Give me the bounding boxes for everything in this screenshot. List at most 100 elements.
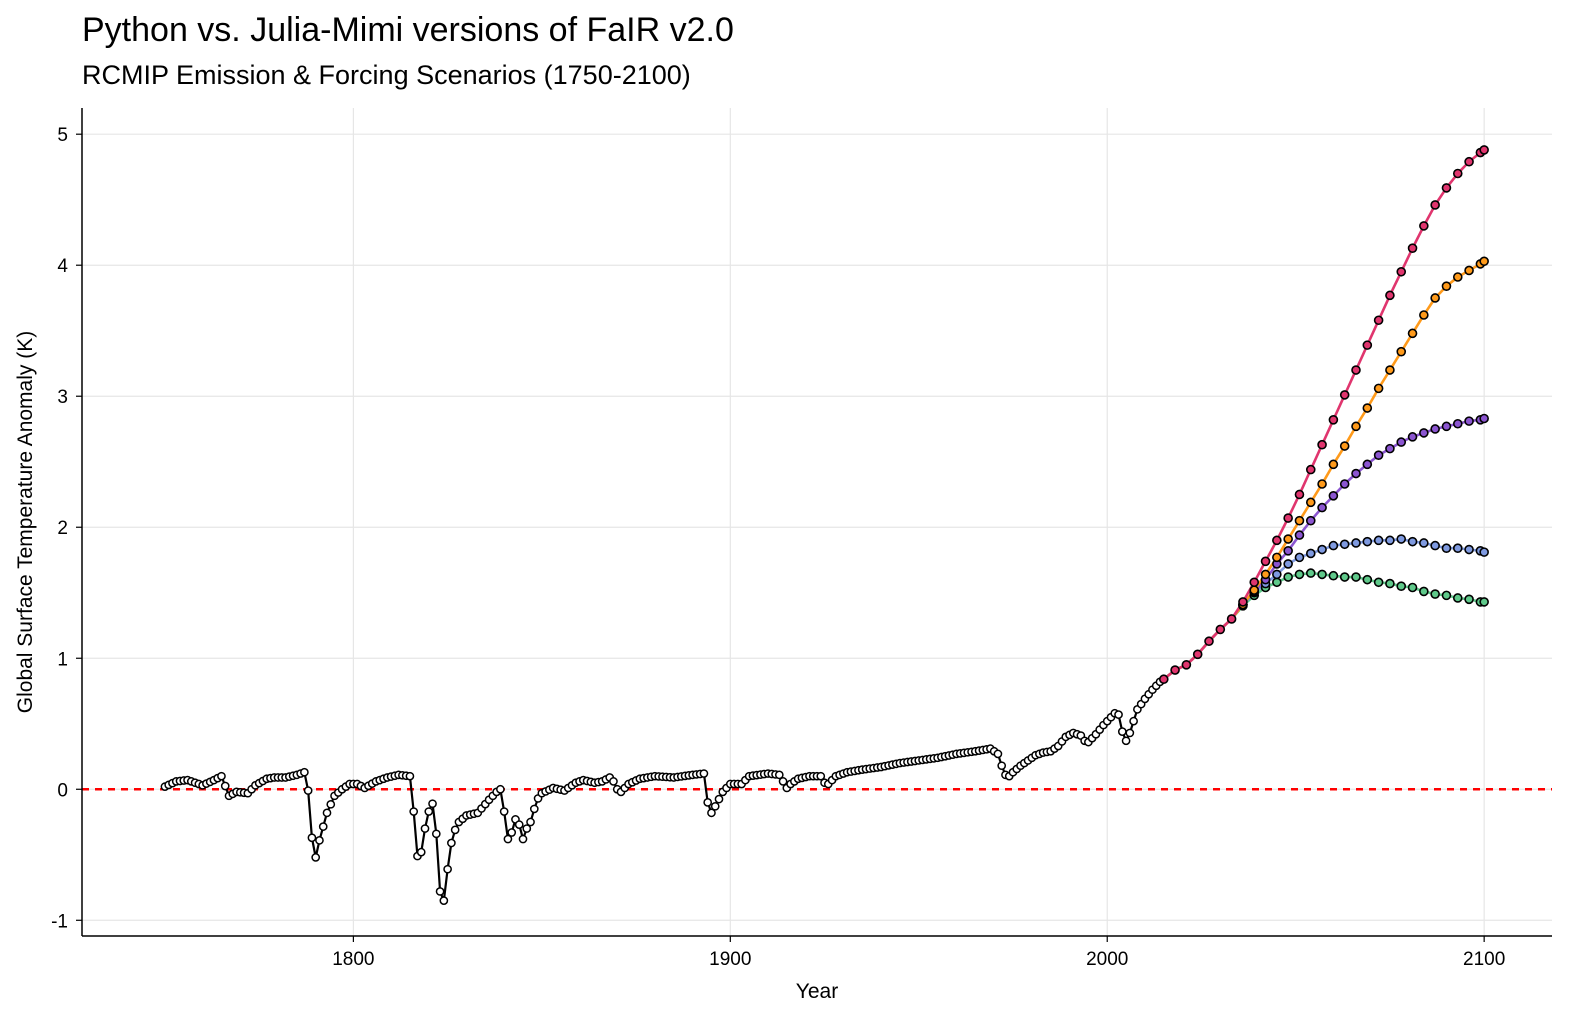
historical-point — [774, 770, 784, 780]
scenario-point-orange — [1351, 421, 1361, 432]
historical-point — [318, 822, 328, 831]
scenario-point-purple — [1464, 416, 1474, 426]
scenario-point-red — [1385, 290, 1395, 301]
historical-point — [405, 771, 415, 781]
scenario-point-red — [1452, 168, 1463, 179]
historical-point — [450, 825, 460, 835]
chart-subtitle: RCMIP Emission & Forcing Scenarios (1750… — [82, 60, 691, 90]
scenario-point-purple — [1396, 437, 1407, 447]
scenario-point-red — [1317, 439, 1327, 450]
historical-point — [496, 784, 505, 794]
scenario-point-green — [1430, 589, 1440, 599]
scenario-point-purple — [1283, 546, 1293, 556]
historical-point — [1125, 728, 1135, 738]
scenario-point-blue — [1452, 543, 1463, 554]
tick-labels: 1800 1900 2000 2100 -1 0 1 2 3 4 5 — [51, 125, 1505, 970]
shared-scenario-point — [1192, 649, 1203, 660]
scenario-point-blue — [1328, 540, 1339, 551]
series-layer — [160, 145, 1489, 905]
scenario-line-red — [1162, 148, 1485, 681]
scenario-point-blue — [1373, 535, 1384, 546]
historical-point — [997, 761, 1007, 771]
historical-point — [409, 807, 419, 816]
scenario-point-red — [1249, 577, 1260, 588]
historical-point — [307, 833, 317, 843]
scenario-point-purple — [1362, 459, 1373, 470]
x-tick-label: 1900 — [709, 949, 751, 970]
scenario-point-blue — [1479, 547, 1489, 557]
scenario-point-blue — [1272, 569, 1282, 580]
historical-point — [526, 817, 535, 827]
scenario-point-orange — [1283, 534, 1293, 544]
scenario-point-green — [1396, 581, 1407, 591]
historical-point — [518, 834, 528, 844]
y-tick-label: 2 — [57, 518, 68, 539]
scenario-point-green — [1419, 586, 1429, 597]
scenario-point-red — [1294, 489, 1305, 500]
shared-scenario-point — [1226, 614, 1237, 624]
scenario-point-red — [1430, 200, 1440, 210]
scenario-point-green — [1351, 572, 1361, 582]
scenario-point-red — [1407, 243, 1418, 253]
scenario-point-green — [1362, 574, 1373, 585]
scenario-point-green — [1339, 572, 1350, 582]
scenario-point-blue — [1283, 559, 1293, 569]
scenario-point-blue — [1317, 544, 1327, 555]
scenario-line-orange — [1162, 260, 1485, 681]
historical-point — [529, 804, 539, 814]
historical-point — [428, 799, 437, 809]
scenario-point-blue — [1430, 540, 1440, 551]
scenario-point-purple — [1351, 468, 1361, 479]
axes — [76, 108, 1552, 942]
scenario-point-blue — [1362, 536, 1373, 547]
historical-point — [609, 777, 618, 786]
scenario-point-red — [1305, 464, 1316, 475]
historical-point — [522, 824, 532, 833]
scenario-point-blue — [1385, 535, 1395, 546]
historical-point — [431, 829, 441, 839]
historical-point — [507, 828, 517, 837]
historical-point — [322, 808, 332, 818]
scenario-point-blue — [1407, 536, 1418, 547]
scenario-point-green — [1479, 597, 1489, 607]
historical-point — [1129, 716, 1138, 726]
scenario-point-red — [1396, 266, 1407, 277]
shared-scenario-point — [1204, 636, 1214, 647]
historical-point — [699, 769, 709, 778]
scenario-point-purple — [1441, 421, 1452, 432]
historical-line — [164, 678, 1165, 905]
historical-point — [1117, 727, 1127, 736]
scenario-point-green — [1283, 572, 1293, 582]
scenario-point-orange — [1430, 293, 1440, 303]
historical-point — [714, 794, 724, 804]
scenario-point-red — [1328, 415, 1339, 425]
scenario-point-blue — [1339, 539, 1350, 550]
historical-point — [300, 767, 309, 777]
historical-point — [993, 749, 1003, 759]
historical-point — [816, 771, 826, 781]
scenario-point-orange — [1328, 459, 1339, 470]
x-axis-title: Year — [796, 980, 838, 1003]
historical-point — [514, 820, 524, 829]
historical-point — [778, 777, 788, 786]
scenario-point-blue — [1294, 552, 1305, 563]
historical-point — [315, 836, 324, 845]
scenario-point-red — [1464, 156, 1474, 167]
scenario-point-orange — [1441, 281, 1452, 291]
historical-point — [220, 781, 230, 791]
scenario-point-green — [1441, 590, 1452, 601]
scenario-point-purple — [1305, 515, 1316, 526]
scenario-point-green — [1317, 569, 1327, 580]
scenario-point-orange — [1385, 365, 1395, 375]
scenario-point-orange — [1294, 515, 1305, 526]
scenario-point-purple — [1479, 413, 1489, 424]
historical-point — [707, 808, 716, 818]
scenario-point-green — [1452, 593, 1463, 603]
historical-point — [499, 807, 509, 816]
scenario-point-purple — [1339, 479, 1350, 489]
historical-point — [303, 786, 313, 795]
historical-point — [443, 864, 452, 874]
scenario-point-orange — [1407, 328, 1418, 339]
x-tick-label: 2000 — [1086, 949, 1128, 970]
y-tick-label: 3 — [57, 387, 68, 408]
